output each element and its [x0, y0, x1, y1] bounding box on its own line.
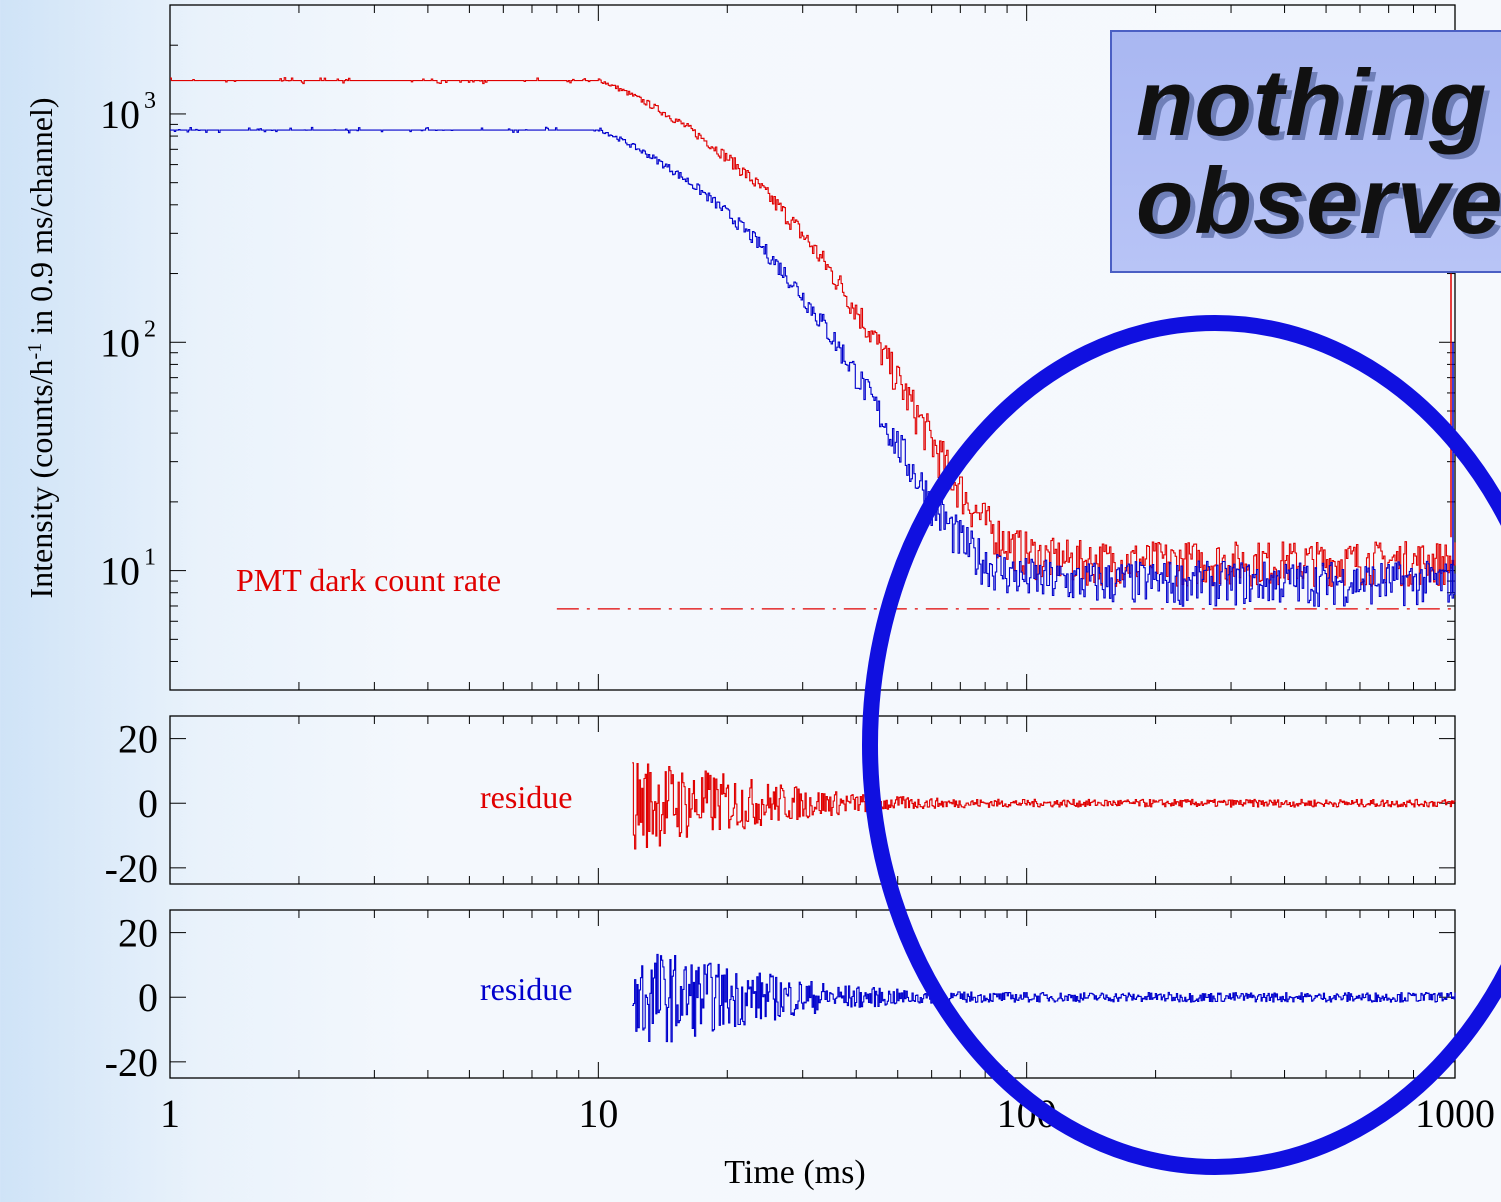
x-axis-label: Time (ms) — [724, 1154, 865, 1191]
dark-count-label: PMT dark count rate — [236, 562, 501, 598]
residual-red-panel-frame — [169, 715, 1456, 885]
residual-red-label: residue — [480, 779, 572, 815]
residual-blue-ytick-label: 20 — [118, 911, 158, 956]
x-tick-label: 1 — [160, 1091, 180, 1136]
residual-red-ytick-label: 0 — [138, 781, 158, 826]
main-ytick-exponent: 1 — [144, 545, 156, 571]
x-tick-label: 1000 — [1415, 1091, 1495, 1136]
main-ytick-exponent: 2 — [144, 316, 156, 342]
callout-line-1: nothing — [1136, 50, 1488, 155]
main-ytick-label: 10 — [100, 92, 140, 137]
main-ytick-exponent: 3 — [144, 88, 156, 114]
x-tick-label: 10 — [578, 1091, 618, 1136]
x-tick-label: 100 — [997, 1091, 1057, 1136]
residual-red-ytick-label: 20 — [118, 717, 158, 762]
residual-blue-line — [632, 953, 1456, 1043]
residual-red-ytick-label: -20 — [105, 846, 158, 891]
main-ytick-label: 10 — [100, 320, 140, 365]
y-axis-label: Intensity (counts/h-1 in 0.9 ms/channel) — [23, 97, 59, 598]
callout-line-2: observed — [1136, 148, 1501, 253]
residual-blue-ytick-label: -20 — [105, 1040, 158, 1085]
residual-red-line — [632, 762, 1456, 850]
residual-blue-label: residue — [480, 971, 572, 1007]
main-ytick-label: 10 — [100, 549, 140, 594]
residual-blue-ytick-label: 0 — [138, 975, 158, 1020]
callout-box: nothing observed — [1110, 30, 1501, 273]
